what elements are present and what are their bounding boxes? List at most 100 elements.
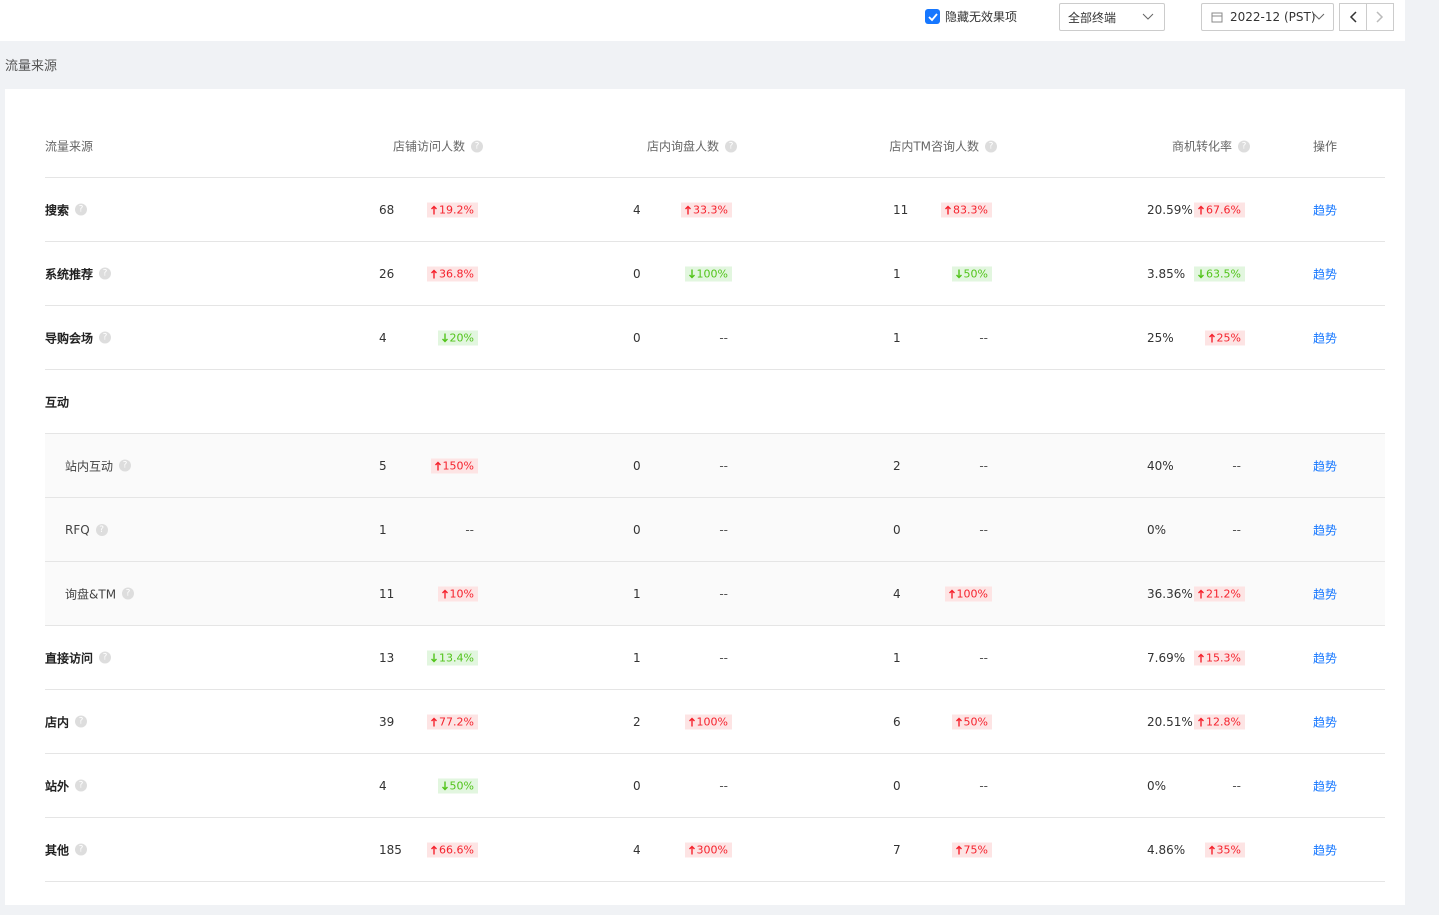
change-badge: -- [1232,779,1241,793]
help-icon[interactable]: ? [75,779,88,792]
help-icon[interactable]: ? [99,331,112,344]
help-icon[interactable]: ? [471,140,483,152]
help-icon[interactable]: ? [1238,140,1250,152]
toolbar: 隐藏无效果项 全部终端 2022-12 (PST) [0,0,1405,41]
column-header: 店铺访问人数? [393,138,483,155]
table: 流量来源 店铺访问人数? 店内询盘人数? 店内TM咨询人数? 商机转化率? 操作 搜索? 68… [45,115,1385,882]
change-value: 25% [1216,331,1241,344]
trend-link[interactable]: 趋势 [1313,779,1338,793]
change-value: 36.8% [439,267,474,280]
change-badge: 66.6% [427,842,478,857]
help-icon[interactable]: ? [725,140,737,152]
column-header: 店内TM咨询人数? [889,138,997,155]
metric-value: 7.69% [1147,650,1186,665]
change-value: -- [1232,778,1241,793]
table-row: 直接访问? 13 13.4% 1 -- 1 -- 7.69% 15.3% 趋势 [45,626,1385,690]
table-row: 店内? 39 77.2% 2 100% 6 50% 20.51% 12.8% 趋势 [45,690,1385,754]
terminal-select[interactable]: 全部终端 [1059,3,1165,31]
table-row: 站内互动? 5 150% 0 -- 2 -- 40% -- 趋势 [45,434,1385,498]
trend-arrow [441,781,448,790]
change-badge: 83.3% [941,202,992,217]
change-value: 10% [449,587,474,600]
column-label: 店内询盘人数 [646,139,719,154]
help-icon[interactable]: ? [99,267,112,280]
trend-link[interactable]: 趋势 [1313,587,1338,601]
change-badge: 21.2% [1194,586,1245,601]
trend-link[interactable]: 趋势 [1313,843,1338,857]
metric-value: 7 [893,842,901,857]
change-value: -- [719,586,728,601]
trend-arrow [688,717,695,726]
change-value: 13.4% [439,651,474,664]
help-icon[interactable]: ? [119,459,132,472]
change-value: 77.2% [439,715,474,728]
trend-link[interactable]: 趋势 [1313,715,1338,729]
help-icon[interactable]: ? [985,140,997,152]
trend-arrow [955,269,962,278]
help-icon[interactable]: ? [75,203,88,216]
hide-invalid-checkbox[interactable]: 隐藏无效果项 [925,8,1017,25]
change-badge: -- [1232,523,1241,537]
change-value: 83.3% [953,203,988,216]
change-value: 15.3% [1206,651,1241,664]
help-icon[interactable]: ? [95,523,108,536]
trend-arrow [431,717,438,726]
help-icon[interactable]: ? [122,587,135,600]
source-label: 直接访问 [45,651,94,665]
change-value: 50% [963,267,988,280]
section-title: 流量来源 [5,59,58,74]
trend-link[interactable]: 趋势 [1313,651,1338,665]
change-value: -- [719,330,728,345]
help-icon[interactable]: ? [75,715,88,728]
source-name: 导购会场? [45,329,112,346]
change-badge: 20% [437,330,478,345]
metric-value: 3.85% [1147,266,1186,281]
trend-link[interactable]: 趋势 [1313,331,1338,345]
trend-arrow [431,269,438,278]
change-value: -- [979,330,988,345]
change-badge: -- [719,587,728,601]
help-icon[interactable]: ? [99,651,112,664]
column-label: 店铺访问人数 [392,139,465,154]
next-button[interactable] [1366,3,1394,31]
change-badge: 67.6% [1194,202,1245,217]
change-badge: 10% [437,586,478,601]
trend-arrow [434,461,441,470]
change-value: -- [719,522,728,537]
trend-arrow [945,205,952,214]
help-icon[interactable]: ? [75,843,88,856]
change-value: -- [979,778,988,793]
month-picker[interactable]: 2022-12 (PST) [1201,3,1334,31]
column-label: 操作 [1313,139,1338,154]
table-row: 系统推荐? 26 36.8% 0 100% 1 50% 3.85% 63.5% 趋势 [45,242,1385,306]
metric-value: 0 [893,778,901,793]
prev-button[interactable] [1339,3,1367,31]
trend-link[interactable]: 趋势 [1313,203,1338,217]
metric-value: 4 [633,202,641,217]
metric-value: 0 [633,266,641,281]
terminal-value: 全部终端 [1068,10,1117,25]
change-value: 20% [449,331,474,344]
metric-value: 40% [1147,458,1174,473]
change-badge: -- [979,523,988,537]
change-value: 63.5% [1206,267,1241,280]
checkbox-label: 隐藏无效果项 [945,10,1018,24]
column-header: 店内询盘人数? [647,138,737,155]
trend-link[interactable]: 趋势 [1313,267,1338,281]
change-badge: 50% [951,266,992,281]
change-badge: -- [979,331,988,345]
change-badge: 63.5% [1194,266,1245,281]
change-value: 12.8% [1206,715,1241,728]
change-value: 150% [442,459,474,472]
source-name: 站外? [45,777,88,794]
metric-value: 2 [633,714,641,729]
metric-value: 36.36% [1147,586,1193,601]
change-badge: 75% [951,842,992,857]
trend-link[interactable]: 趋势 [1313,523,1338,537]
trend-link[interactable]: 趋势 [1313,459,1338,473]
metric-value: 4 [379,330,387,345]
column-header: 流量来源 [45,138,93,155]
change-value: -- [465,522,474,537]
source-label: 店内 [45,715,70,729]
checkbox-box[interactable] [925,9,940,24]
